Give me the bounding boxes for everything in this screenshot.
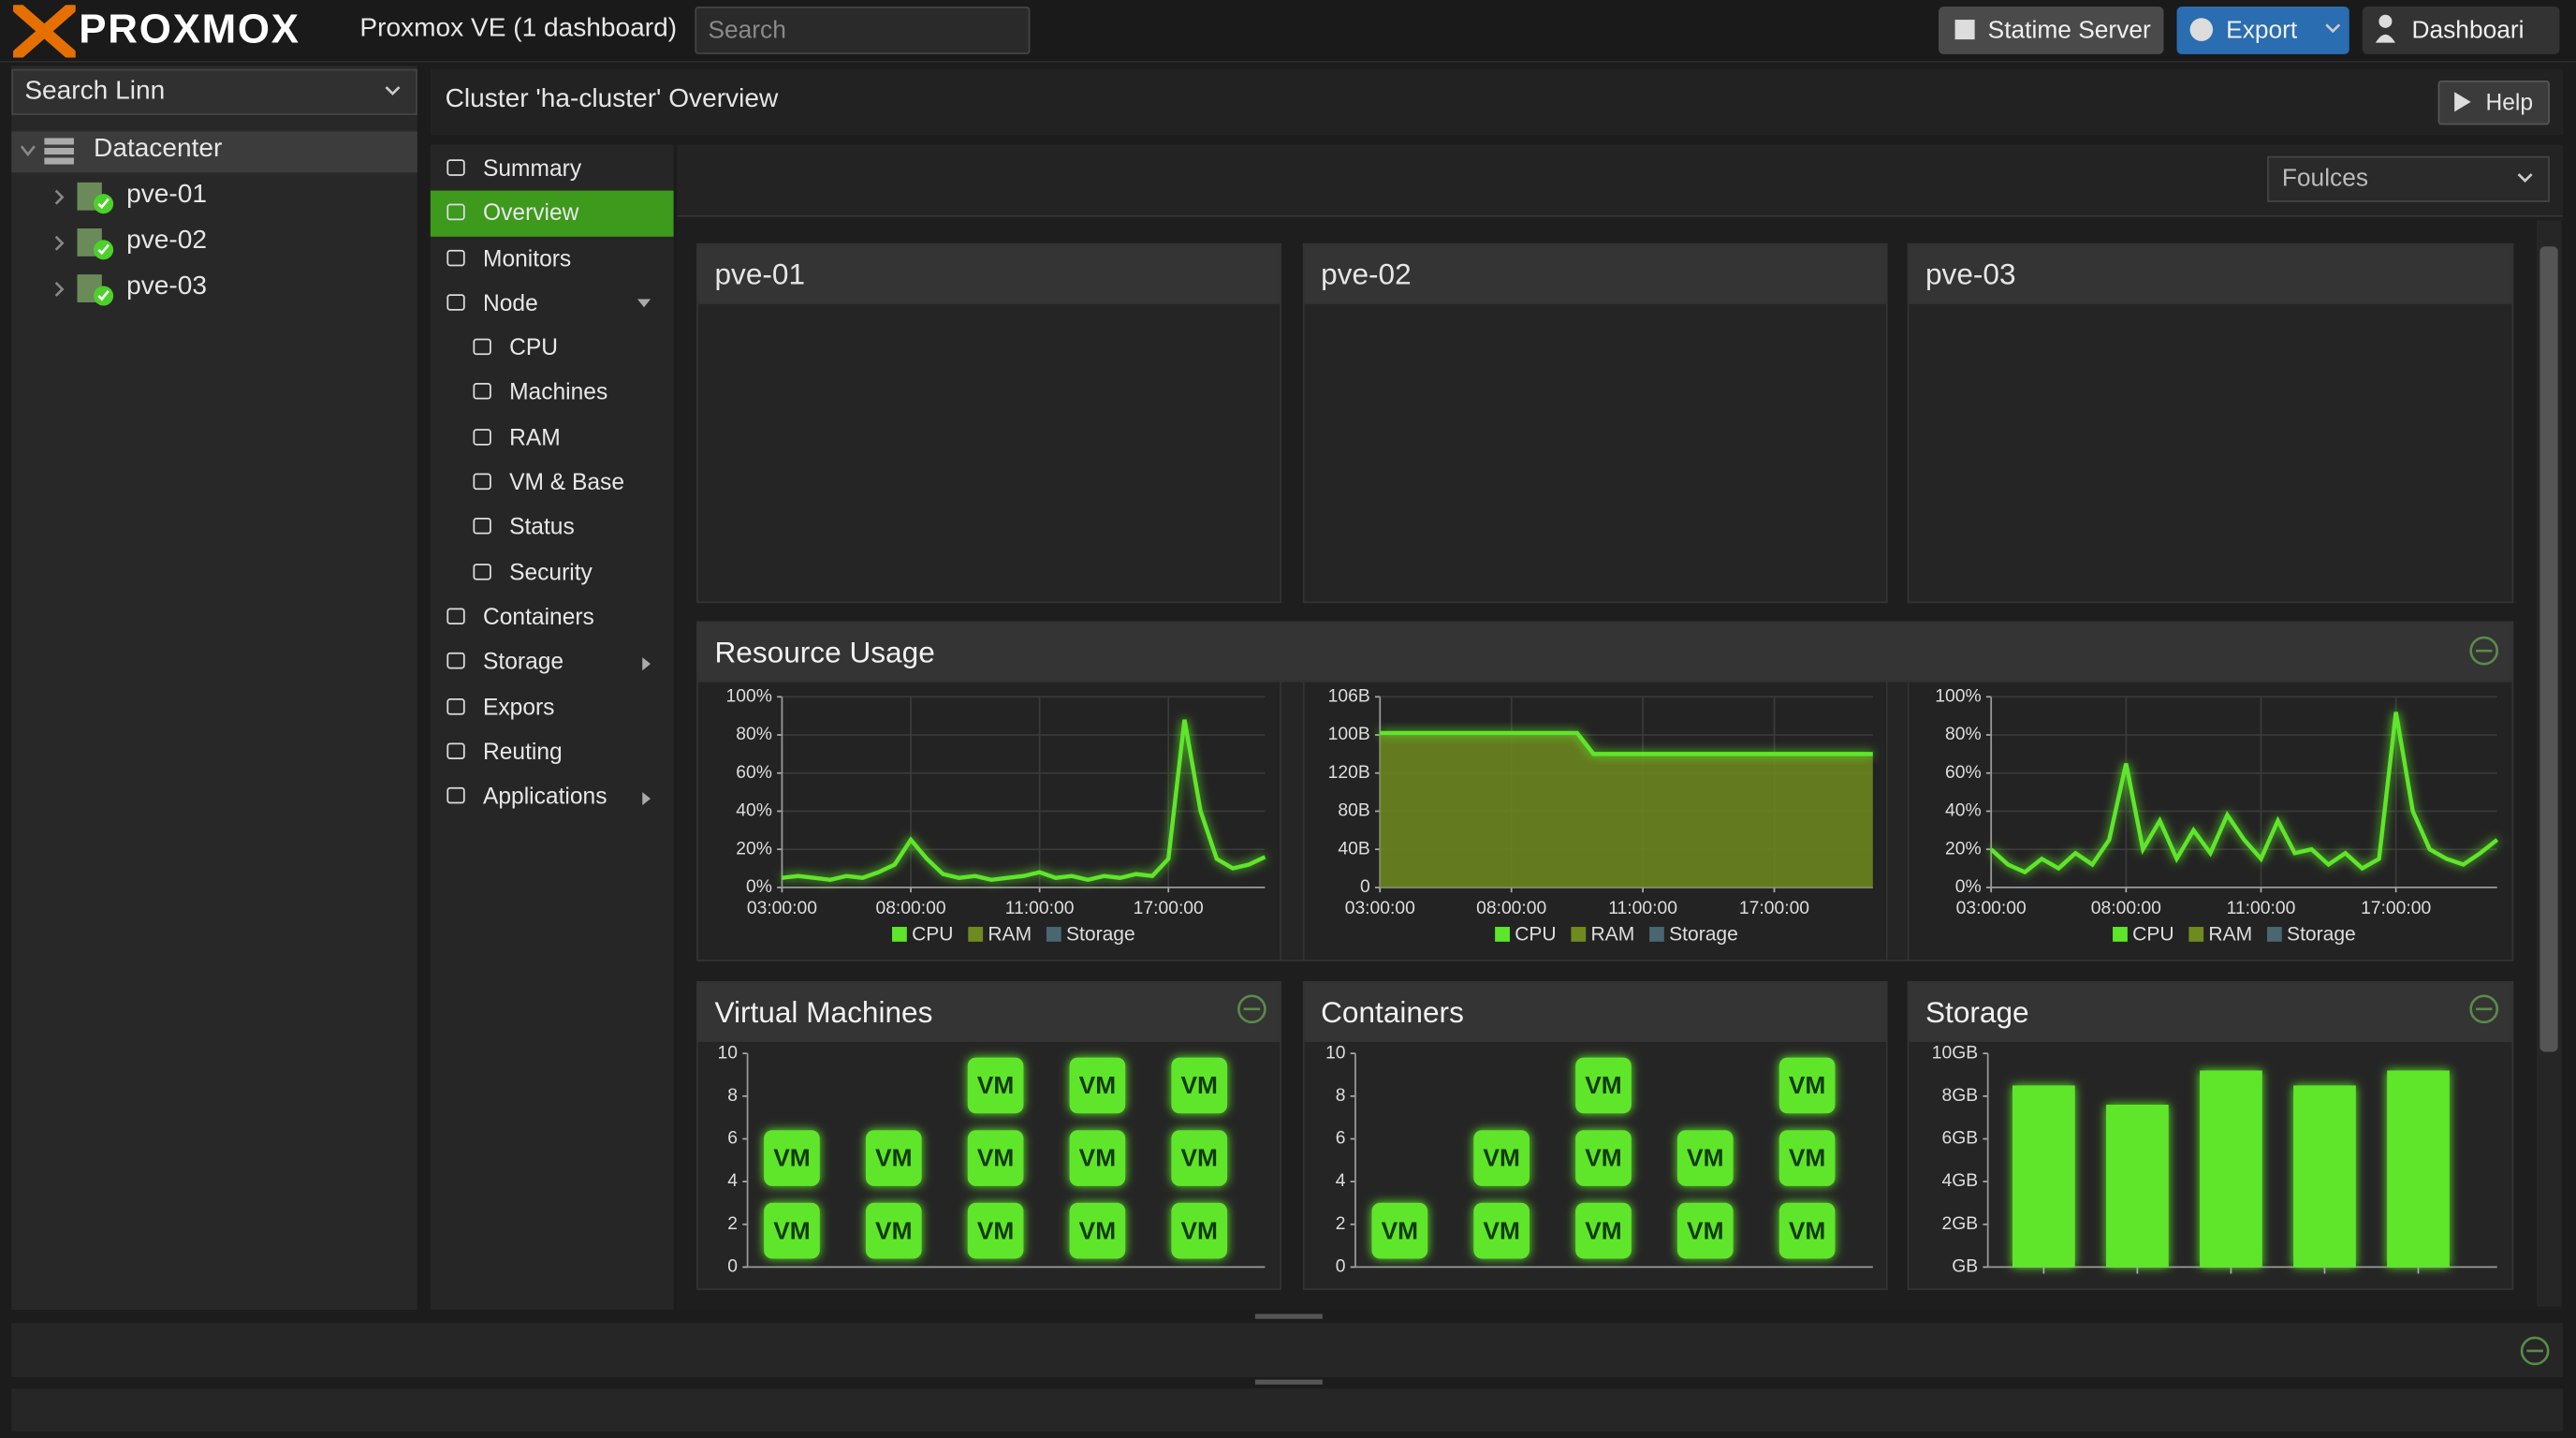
menu-item[interactable]: Reuting xyxy=(431,729,674,774)
help-button[interactable]: Help xyxy=(2437,81,2550,125)
chart-area xyxy=(696,680,1281,961)
chart-area xyxy=(1302,680,1888,961)
menu-icon xyxy=(473,473,491,491)
menu-item[interactable]: Applications xyxy=(431,774,674,819)
logo-mark xyxy=(13,5,76,58)
menu-icon xyxy=(446,159,465,176)
menu-item[interactable]: Monitors xyxy=(431,236,674,281)
panel-title: Virtual Machines xyxy=(697,982,1281,1042)
panel-title: Containers xyxy=(1304,982,1886,1042)
sidebar-search[interactable]: Search Linn xyxy=(11,68,417,115)
menu-expander[interactable] xyxy=(637,299,651,308)
menu-icon xyxy=(446,608,465,624)
menu-item[interactable]: Expors xyxy=(431,684,674,729)
menu-icon xyxy=(446,742,465,759)
app-title: Proxmox VE (1 dashboard) xyxy=(359,14,678,43)
menu-item[interactable]: Overview xyxy=(430,191,674,237)
menu-icon xyxy=(473,338,491,356)
menu-expander[interactable] xyxy=(642,792,651,806)
menu-icon xyxy=(446,294,465,311)
menu-icon xyxy=(446,653,465,669)
menu-icon xyxy=(446,697,465,714)
menu-icon xyxy=(446,249,465,266)
export-button[interactable]: Export xyxy=(2176,7,2349,54)
menu-item[interactable]: Machines xyxy=(431,371,674,416)
node-card-title: pve-03 xyxy=(1909,244,2512,304)
log-panel xyxy=(11,1323,2563,1378)
content-header xyxy=(430,68,2563,135)
storage-panel: Storage xyxy=(1907,980,2514,1290)
node-card: pve-02 xyxy=(1302,242,1888,604)
tree-node[interactable]: pve-01 xyxy=(126,181,208,209)
search-box[interactable]: Search xyxy=(695,7,1031,54)
menu-item[interactable]: Containers xyxy=(431,594,674,639)
node-card-title: pve-01 xyxy=(697,244,1281,304)
containers-panel: Containers xyxy=(1302,980,1888,1290)
panel-title: Resource Usage xyxy=(697,623,2512,682)
menu-icon xyxy=(446,787,465,804)
menu-item[interactable]: Summary xyxy=(431,146,674,191)
node-card-title: pve-02 xyxy=(1304,244,1886,304)
menu-item[interactable]: Node xyxy=(431,281,674,326)
tree-root[interactable]: Datacenter xyxy=(94,134,223,163)
node-card: pve-03 xyxy=(1907,242,2514,604)
vm-panel: Virtual Machines xyxy=(696,980,1281,1290)
toolbar xyxy=(677,144,2563,217)
menu-icon xyxy=(473,383,491,401)
menu-icon xyxy=(473,518,491,536)
brand: PROXMOX xyxy=(79,7,300,53)
menu-item[interactable]: Security xyxy=(431,550,674,594)
menu-icon xyxy=(473,428,491,446)
dashboard-button[interactable]: Dashboari xyxy=(2362,7,2560,54)
scrollbar-thumb[interactable] xyxy=(2539,246,2558,1052)
menu-item[interactable]: Storage xyxy=(431,639,674,684)
tree-node[interactable]: pve-03 xyxy=(126,272,208,301)
menu-item[interactable]: RAM xyxy=(431,416,674,461)
menu-item[interactable]: VM & Base xyxy=(431,461,674,506)
tree-node[interactable]: pve-02 xyxy=(126,227,208,256)
sidebar xyxy=(11,66,417,1311)
panel-title: Storage xyxy=(1909,982,2512,1042)
node-card: pve-01 xyxy=(696,242,1281,604)
chart-area xyxy=(1907,680,2514,961)
filter-dropdown[interactable]: Foulces xyxy=(2267,155,2550,202)
menu-icon xyxy=(446,204,465,221)
nav-menu: Summary Overview Monitors Node CPU Machines RA… xyxy=(430,144,674,1311)
menu-icon xyxy=(473,563,491,580)
menu-item[interactable]: Status xyxy=(431,506,674,550)
server-button[interactable]: Statime Server xyxy=(1939,7,2164,54)
content-title: Cluster 'ha-cluster' Overview xyxy=(445,85,779,114)
tree-selected-row xyxy=(11,131,417,173)
menu-expander[interactable] xyxy=(642,657,651,671)
status-bar xyxy=(11,1388,2563,1431)
menu-item[interactable]: CPU xyxy=(431,326,674,371)
